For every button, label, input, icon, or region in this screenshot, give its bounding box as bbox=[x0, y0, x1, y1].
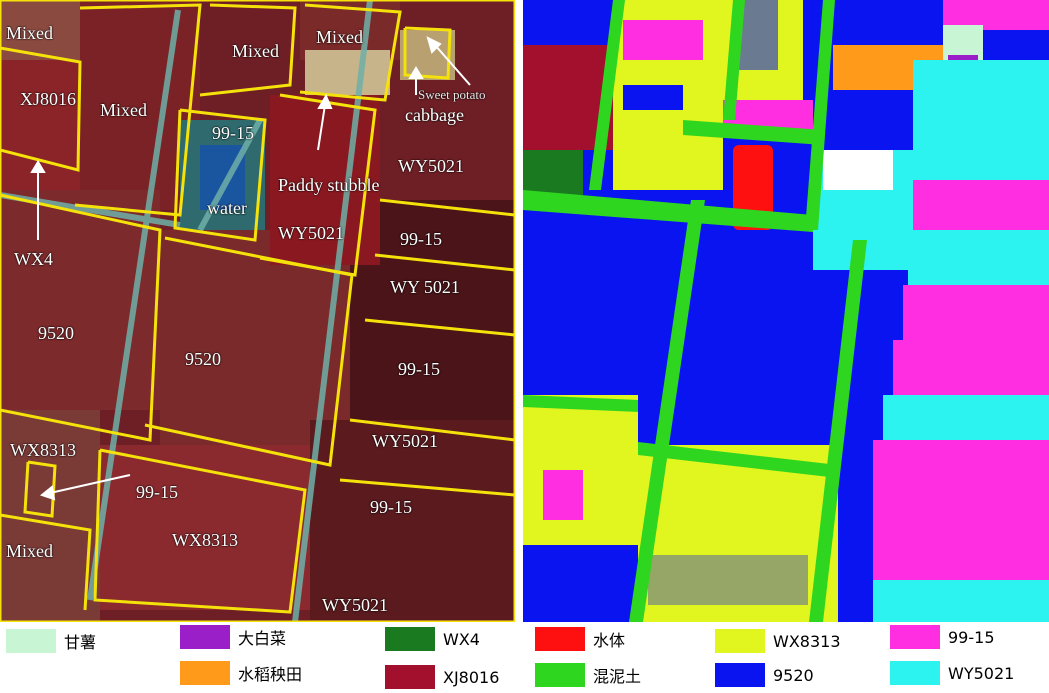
legend-label: 混泥土 bbox=[593, 667, 642, 686]
label-99-15: 99-15 bbox=[370, 497, 412, 517]
label-mixed: Mixed bbox=[6, 23, 53, 43]
label-wy5021: WY 5021 bbox=[390, 277, 460, 297]
legend-swatch bbox=[385, 627, 435, 651]
legend-item: 大白菜 bbox=[180, 622, 286, 652]
legend-item: WX8313 bbox=[715, 626, 841, 656]
legend-item: 混泥土 bbox=[535, 660, 641, 690]
legend-label: 水稻秧田 bbox=[238, 665, 303, 684]
label-wx8313: WX8313 bbox=[172, 530, 238, 550]
legend-item: 甘薯 bbox=[6, 626, 96, 656]
legend: 甘薯 大白菜 WX4 水体 WX8313 99-15 水稻秧田 XJ8016 混… bbox=[0, 622, 1049, 693]
legend-swatch bbox=[385, 665, 435, 689]
label-cabbage: cabbage bbox=[405, 105, 464, 125]
label-xj8016: XJ8016 bbox=[20, 89, 77, 109]
legend-label: WX4 bbox=[443, 629, 480, 649]
legend-item: 9520 bbox=[715, 660, 814, 690]
legend-label: 水体 bbox=[593, 631, 626, 650]
satellite-image-panel: Mixed Mixed Mixed XJ8016 Mixed Sweet pot… bbox=[0, 0, 515, 622]
legend-item: WY5021 bbox=[890, 658, 1014, 688]
legend-item: XJ8016 bbox=[385, 662, 499, 692]
label-99-15: 99-15 bbox=[398, 359, 440, 379]
legend-swatch bbox=[535, 663, 585, 687]
label-wy5021: WY5021 bbox=[398, 156, 464, 176]
legend-label: 9520 bbox=[773, 665, 814, 685]
label-mixed: Mixed bbox=[6, 541, 53, 561]
legend-swatch bbox=[6, 629, 56, 653]
legend-item: 99-15 bbox=[890, 622, 995, 652]
legend-swatch bbox=[180, 625, 230, 649]
label-wx8313: WX8313 bbox=[10, 440, 76, 460]
label-99-15: 99-15 bbox=[136, 482, 178, 502]
legend-swatch bbox=[890, 661, 940, 685]
label-wy5021: WY5021 bbox=[372, 431, 438, 451]
label-wy5021: WY5021 bbox=[278, 223, 344, 243]
label-mixed: Mixed bbox=[100, 100, 147, 120]
legend-item: WX4 bbox=[385, 624, 480, 654]
legend-swatch bbox=[715, 629, 765, 653]
classification-map bbox=[523, 0, 1049, 622]
label-99-15: 99-15 bbox=[212, 123, 254, 143]
satellite-image bbox=[0, 0, 515, 622]
label-paddy-stubble: Paddy stubble bbox=[278, 175, 380, 195]
classification-map-panel bbox=[523, 0, 1049, 622]
legend-label: XJ8016 bbox=[443, 667, 500, 687]
label-9520: 9520 bbox=[185, 349, 221, 369]
label-wy5021: WY5021 bbox=[322, 595, 388, 615]
label-sweet-potato: Sweet potato bbox=[418, 87, 486, 102]
legend-label: 99-15 bbox=[948, 627, 995, 647]
label-9520: 9520 bbox=[38, 323, 74, 343]
legend-item: 水稻秧田 bbox=[180, 658, 302, 688]
label-wx4: WX4 bbox=[14, 249, 53, 269]
label-water: water bbox=[207, 198, 247, 218]
label-mixed: Mixed bbox=[316, 27, 363, 47]
legend-label: WY5021 bbox=[948, 663, 1015, 683]
label-99-15: 99-15 bbox=[400, 229, 442, 249]
legend-label: 大白菜 bbox=[238, 629, 287, 648]
legend-swatch bbox=[890, 625, 940, 649]
legend-label: WX8313 bbox=[773, 631, 841, 651]
legend-swatch bbox=[715, 663, 765, 687]
label-mixed: Mixed bbox=[232, 41, 279, 61]
legend-label: 甘薯 bbox=[64, 633, 97, 652]
legend-swatch bbox=[535, 627, 585, 651]
legend-swatch bbox=[180, 661, 230, 685]
legend-item: 水体 bbox=[535, 624, 625, 654]
